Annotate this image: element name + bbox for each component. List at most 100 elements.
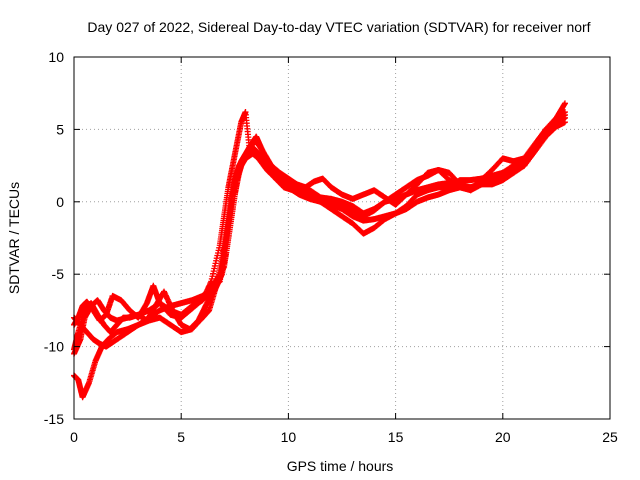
data-point xyxy=(349,203,366,216)
data-point xyxy=(403,177,420,191)
x-tick-label: 20 xyxy=(495,429,511,445)
y-tick-label: 5 xyxy=(56,121,64,137)
data-point xyxy=(98,336,111,350)
data-point xyxy=(302,178,317,191)
data-point xyxy=(542,122,559,140)
series-day-5 xyxy=(71,100,568,353)
data-point xyxy=(178,307,193,321)
data-point xyxy=(231,171,242,198)
axis-ticks: 0 5 10 15 20 25 -15 -10 -5 0 5 10 xyxy=(44,49,618,445)
data-point xyxy=(268,162,283,176)
series-day-4 xyxy=(71,114,568,328)
series-day-1 xyxy=(71,119,568,350)
data-point xyxy=(403,192,420,210)
data-point xyxy=(208,244,223,285)
data-point xyxy=(86,359,98,386)
x-tick-label: 0 xyxy=(70,429,78,445)
data-point xyxy=(531,134,548,155)
plot-frame xyxy=(73,56,611,420)
data-point xyxy=(203,286,218,307)
data-point xyxy=(259,155,274,173)
data-point xyxy=(446,169,463,187)
data-point xyxy=(167,321,184,335)
data-point xyxy=(392,192,409,208)
data-point xyxy=(83,329,96,342)
data-point xyxy=(306,187,323,200)
data-point xyxy=(349,220,366,236)
data-point xyxy=(253,148,266,161)
data-point xyxy=(227,193,238,227)
data-point xyxy=(225,164,236,191)
data-point xyxy=(75,308,88,336)
y-tick-label: 10 xyxy=(48,49,64,65)
data-point xyxy=(259,148,274,168)
data-point xyxy=(103,294,116,318)
data-point xyxy=(446,177,463,190)
x-axis-label: GPS time / hours xyxy=(287,458,394,474)
data-point xyxy=(268,166,283,183)
data-point xyxy=(203,279,218,299)
data-point xyxy=(156,314,173,328)
data-point xyxy=(531,130,548,150)
data-point xyxy=(240,144,253,162)
data-point xyxy=(88,300,101,317)
data-point xyxy=(253,133,266,154)
data-point xyxy=(328,206,345,219)
data-point xyxy=(195,301,210,324)
data-point xyxy=(285,175,300,188)
data-point xyxy=(94,297,107,313)
data-point xyxy=(218,251,229,278)
data-point xyxy=(521,149,538,169)
data-point xyxy=(561,100,568,107)
data-point xyxy=(92,344,105,365)
data-point xyxy=(221,186,232,220)
data-point xyxy=(94,311,107,328)
data-point xyxy=(105,329,120,343)
data-point xyxy=(276,169,291,182)
data-point xyxy=(403,182,420,198)
data-point xyxy=(553,101,568,121)
data-point xyxy=(499,170,516,184)
data-point xyxy=(195,293,210,307)
data-point xyxy=(223,200,234,234)
data-series xyxy=(71,100,568,401)
data-point xyxy=(371,187,388,200)
chart-title: Day 027 of 2022, Sidereal Day-to-day VTE… xyxy=(87,19,590,35)
data-point xyxy=(392,203,409,217)
y-axis-label: SDTVAR / TECUs xyxy=(6,182,22,294)
data-point xyxy=(478,167,495,184)
x-tick-label: 5 xyxy=(177,429,185,445)
data-point xyxy=(542,115,559,136)
data-point xyxy=(392,184,409,198)
x-tick-label: 25 xyxy=(602,429,618,445)
x-tick-label: 15 xyxy=(388,429,404,445)
data-point xyxy=(414,170,430,188)
y-tick-label: -10 xyxy=(44,339,64,355)
data-point xyxy=(319,175,334,190)
data-point xyxy=(360,225,377,237)
data-point xyxy=(216,215,227,249)
data-point xyxy=(371,199,388,213)
data-point xyxy=(381,210,398,223)
data-point xyxy=(169,307,184,327)
data-point xyxy=(285,181,302,193)
series-day-2 xyxy=(71,109,568,401)
data-point xyxy=(255,155,270,173)
data-point xyxy=(229,142,240,169)
data-point xyxy=(328,184,345,198)
data-point xyxy=(107,322,120,336)
data-point xyxy=(113,315,126,328)
data-point xyxy=(113,329,130,343)
data-point xyxy=(79,380,92,401)
data-point xyxy=(186,300,201,314)
data-point xyxy=(489,170,506,184)
data-point xyxy=(263,166,278,182)
data-point xyxy=(467,177,484,194)
data-point xyxy=(161,288,176,313)
data-point xyxy=(521,144,538,162)
data-point xyxy=(118,297,133,313)
grid-lines xyxy=(74,57,610,419)
data-point xyxy=(233,120,244,147)
data-point xyxy=(143,304,158,324)
